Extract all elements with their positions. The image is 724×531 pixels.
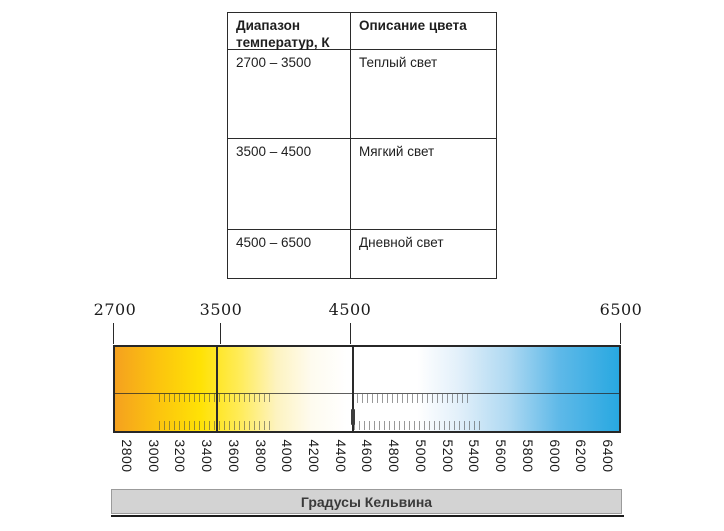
table-row-3-description: Дневной свет [359, 235, 444, 250]
scale-top-label-6500: 6500 [599, 300, 643, 319]
table-row-1-range: 2700 – 3500 [228, 50, 351, 139]
tick-comb-bottom-left [159, 421, 274, 430]
scale-top-label-4500: 4500 [328, 300, 372, 319]
scale-top-tick-4500 [350, 323, 351, 344]
caption-underline [111, 515, 624, 517]
color-gradient-bar [113, 345, 621, 433]
scale-top-tick-6500 [620, 323, 621, 344]
table-row-1-description: Теплый свет [351, 50, 496, 139]
table-row-2-description: Мягкий свет [351, 139, 496, 230]
scale-top-tick-3500 [220, 323, 221, 344]
kelvin-caption-bar: Градусы Кельвина [111, 489, 622, 514]
gradient-divider-3500 [216, 347, 218, 431]
kelvin-caption-text: Градусы Кельвина [300, 493, 433, 510]
scale-bottom-label: 6400 [600, 439, 616, 473]
scale-top-label-3500: 3500 [199, 300, 243, 319]
scale-top-tick-2700 [113, 323, 114, 344]
scale-top-label-2700: 2700 [93, 300, 137, 319]
tick-comb-bottom-right [354, 421, 482, 430]
table-row-2-range: 3500 – 4500 [228, 139, 351, 230]
table-header-description: Описание цвета [351, 13, 496, 50]
gradient-midline [115, 393, 619, 394]
tick-comb-midline-right [357, 394, 472, 403]
gradient-divider-4500 [352, 347, 354, 431]
divider-blob-mark [351, 409, 355, 425]
table-header-range: Диапазон температур, К [228, 13, 351, 50]
temperature-table: Диапазон температур, К Описание цвета 27… [227, 12, 497, 279]
tick-comb-midline-left [159, 394, 271, 402]
table-row-3-range: 4500 – 6500 [228, 230, 351, 278]
